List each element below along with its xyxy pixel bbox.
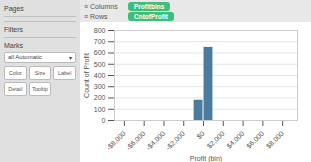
html-text:≡ Columns: ≡ Columns (84, 2, 118, 10)
html-text:Marks: Marks (4, 42, 24, 49)
html-text:Size: Size (34, 70, 46, 76)
svg-text:$0: $0 (195, 130, 206, 141)
svg-text:800: 800 (94, 27, 106, 34)
html-text:CntofProfit: CntofProfit (134, 12, 168, 20)
svg-text:100: 100 (94, 105, 106, 112)
svg-text:300: 300 (94, 83, 106, 90)
html-text:Profitbins: Profitbins (134, 2, 165, 10)
html-text:Pages: Pages (4, 5, 24, 12)
svg-text:-$2,000: -$2,000 (164, 130, 186, 152)
svg-text:200: 200 (94, 94, 106, 101)
html-text:Color: Color (8, 70, 22, 76)
svg-text:$8,000: $8,000 (265, 130, 285, 150)
svg-text:$2,000: $2,000 (206, 130, 226, 150)
html-text:all Automatic: all Automatic (8, 54, 42, 60)
svg-text:$6,000: $6,000 (245, 130, 265, 150)
svg-text:$4,000: $4,000 (225, 130, 245, 150)
svg-text:400: 400 (94, 72, 106, 79)
html-text:Detail: Detail (8, 86, 23, 92)
svg-text:Profit (bin): Profit (bin) (190, 155, 222, 162)
html-text:Tooltip: Tooltip (32, 86, 48, 92)
html-text:Label: Label (57, 70, 72, 76)
html-text:≡ Rows: ≡ Rows (84, 12, 108, 20)
svg-text:-$6,000: -$6,000 (125, 130, 147, 152)
svg-text:-$4,000: -$4,000 (145, 130, 167, 152)
svg-text:0: 0 (102, 117, 106, 124)
svg-text:700: 700 (94, 38, 106, 45)
svg-text:600: 600 (94, 49, 106, 56)
svg-text:-$8,000: -$8,000 (105, 130, 127, 152)
svg-text:Count of Profit: Count of Profit (83, 53, 90, 98)
svg-text:500: 500 (94, 60, 106, 67)
html-text:Filters: Filters (4, 26, 24, 33)
